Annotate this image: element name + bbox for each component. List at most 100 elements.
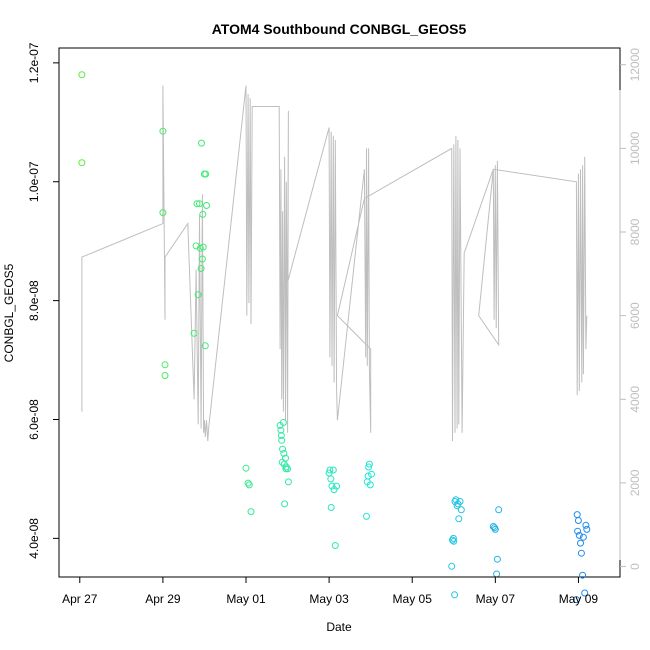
scatter-point [244, 479, 252, 487]
scatter-point [278, 458, 286, 466]
scatter-point [199, 243, 207, 251]
scatter-point [202, 170, 210, 178]
series-line-group [81, 85, 588, 442]
scatter-point [198, 139, 205, 147]
scatter-point [326, 466, 334, 474]
scatter-point [457, 506, 465, 514]
x-tick-label: Apr 27 [62, 592, 98, 606]
scatter-point [247, 508, 255, 516]
scatter-point [190, 329, 198, 337]
x-tick-label: May 01 [226, 592, 266, 606]
scatter-point [579, 533, 587, 541]
scatter-point [448, 562, 456, 570]
scatter-point [456, 498, 464, 505]
scatter-point [159, 209, 167, 217]
scatter-point [284, 465, 292, 473]
scatter-point [161, 361, 169, 369]
scatter-point [193, 200, 201, 208]
scatter-points-group [78, 71, 591, 604]
scatter-point [574, 517, 582, 524]
scatter-point [161, 372, 169, 379]
scatter-point [159, 127, 167, 135]
scatter-point [279, 419, 287, 426]
scatter-point [333, 482, 341, 490]
scatter-point [572, 596, 580, 604]
x-tick-label: May 09 [559, 592, 599, 606]
scatter-point [451, 591, 459, 599]
scatter-point [278, 436, 286, 444]
scatter-point [363, 512, 370, 520]
x-tick-label: May 03 [309, 592, 349, 606]
chart-title: ATOM4 Southbound CONBGL_GEOS5 [212, 21, 467, 37]
scatter-point [581, 589, 589, 597]
y-right-tick-label: 8000 [628, 218, 642, 245]
scatter-point [493, 555, 501, 563]
scatter-point [245, 481, 253, 489]
scatter-point [279, 445, 287, 453]
scatter-point [577, 549, 585, 557]
scatter-point [284, 478, 292, 486]
scatter-point [280, 449, 288, 457]
y-right-tick-label: 6000 [628, 302, 642, 329]
y-axis-label: CONBGL_GEOS5 [2, 263, 16, 362]
scatter-point [450, 537, 458, 545]
x-tick-label: May 07 [476, 592, 516, 606]
scatter-point [491, 525, 499, 533]
y-right-tick-label: 10000 [628, 131, 642, 165]
plot-frame [58, 47, 621, 578]
scatter-point [579, 571, 587, 579]
y-left-axis: 4.0e-08 6.0e-08 8.0e-08 1.0e-07 1.2e-07 [27, 42, 60, 559]
scatter-point [277, 432, 285, 439]
scatter-point [282, 463, 290, 471]
scatter-point [365, 460, 373, 468]
scatter-point [78, 159, 86, 167]
scatter-point [196, 200, 203, 208]
scatter-point [201, 342, 209, 350]
y-right-tick-label: 2000 [628, 469, 642, 496]
scatter-point [328, 482, 336, 490]
y-left-tick-label: 1.0e-07 [27, 161, 41, 202]
scatter-point [203, 202, 210, 209]
x-axis-label: Date [326, 620, 352, 634]
y-right-axis: 0 2000 4000 6000 8000 10000 12000 [619, 48, 642, 570]
scatter-point [329, 466, 337, 474]
y-left-tick-label: 8.0e-08 [27, 280, 41, 321]
scatter-point [366, 481, 374, 489]
y-right-tick-label: 12000 [628, 48, 642, 82]
scatter-point [368, 470, 375, 478]
x-tick-label: Apr 29 [145, 592, 181, 606]
scatter-point [573, 511, 581, 519]
scatter-point [281, 500, 289, 508]
scatter-point [582, 521, 590, 529]
scatter-point [583, 525, 591, 533]
scatter-point [194, 291, 202, 299]
y-right-tick-label: 4000 [628, 386, 642, 413]
scatter-point [198, 255, 206, 263]
scatter-point [577, 539, 584, 547]
y-right-tick-label: 0 [628, 563, 642, 570]
scatter-point [78, 71, 86, 79]
y-left-tick-label: 1.2e-07 [27, 42, 41, 83]
y-left-tick-label: 4.0e-08 [27, 518, 41, 559]
scatter-point [575, 531, 583, 539]
scatter-point [277, 426, 285, 434]
y-left-tick-label: 6.0e-08 [27, 399, 41, 440]
scatter-point [331, 542, 339, 549]
series-line [81, 85, 588, 442]
scatter-point [493, 570, 501, 578]
scatter-point [495, 506, 503, 514]
scatter-point [365, 463, 373, 471]
scatter-point [327, 504, 335, 511]
scatter-point [364, 472, 372, 480]
scatter-point [574, 527, 582, 535]
scatter-point [327, 475, 335, 483]
x-tick-label: May 05 [393, 592, 433, 606]
scatter-point [199, 210, 207, 218]
scatter-point [282, 454, 289, 462]
x-axis: Apr 27 Apr 29 May 01 May 03 May 05 May 07 May … [62, 576, 599, 606]
scatter-point [455, 515, 463, 523]
scatter-point [449, 534, 457, 542]
scatter-point [197, 265, 205, 272]
scatter-point [242, 464, 250, 472]
